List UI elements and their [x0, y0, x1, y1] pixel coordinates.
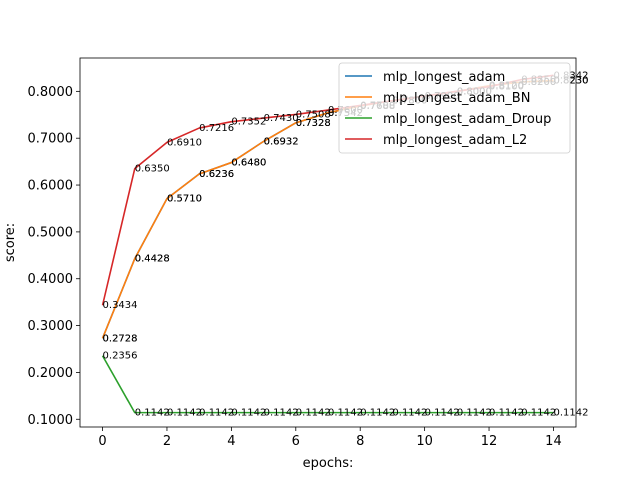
y-tick-label: 0.6000	[28, 179, 74, 194]
plot-frame	[79, 57, 577, 428]
data-label: 0.4428	[135, 254, 170, 265]
x-tick-label: 6	[292, 434, 300, 449]
x-tick-label: 0	[98, 434, 106, 449]
data-label: 0.6910	[167, 137, 202, 148]
data-label: 0.6480	[231, 158, 266, 169]
legend-label: mlp_longest_adam_L2	[383, 133, 527, 148]
data-label: 0.2356	[103, 351, 138, 362]
data-label: 0.7328	[296, 118, 331, 129]
x-tick-label: 4	[227, 434, 235, 449]
y-tick-label: 0.7000	[28, 132, 74, 147]
y-tick-label: 0.2000	[28, 366, 74, 381]
x-tick-label: 12	[481, 434, 498, 449]
data-label: 0.1142	[167, 408, 202, 419]
data-label: 0.6932	[264, 136, 299, 147]
data-label: 0.1142	[264, 408, 299, 419]
x-axis: 0 2 4 6 8 10 12 14	[98, 427, 562, 449]
data-label: 0.4428	[135, 254, 170, 265]
data-label: 0.6236	[199, 169, 234, 180]
data-label: 0.1142	[425, 408, 460, 419]
data-label: 0.1142	[521, 408, 556, 419]
data-label: 0.5710	[167, 194, 202, 205]
y-tick-label: 0.5000	[28, 225, 74, 240]
legend-box	[338, 62, 571, 154]
data-label: 0.1142	[392, 408, 427, 419]
data-label: 0.1142	[296, 408, 331, 419]
x-tick-label: 8	[356, 434, 364, 449]
x-axis-label: epochs:	[303, 456, 354, 471]
legend-label: mlp_longest_adam_BN	[383, 91, 530, 106]
series-line-3	[101, 355, 554, 414]
data-label: 0.1142	[231, 408, 266, 419]
y-tick-label: 0.3000	[28, 319, 74, 334]
data-label: 0.7216	[199, 123, 234, 134]
data-label: 0.6236	[199, 169, 234, 180]
data-label: 0.2728	[103, 333, 138, 344]
data-label: 0.1142	[360, 408, 395, 419]
data-label: 0.6480	[231, 158, 266, 169]
data-label: 0.8230	[553, 76, 588, 87]
data-label: 0.1142	[457, 408, 492, 419]
data-label: 0.7352	[231, 117, 266, 128]
legend: mlp_longest_adam mlp_longest_adam_BN mlp_l…	[338, 62, 571, 154]
data-label: 0.1142	[489, 408, 524, 419]
data-label: 0.7328	[296, 118, 331, 129]
y-tick-label: 0.8000	[28, 85, 74, 100]
data-label: 0.7430	[264, 113, 299, 124]
data-label: 0.6350	[135, 164, 170, 175]
x-tick-label: 2	[163, 434, 171, 449]
y-tick-label: 0.4000	[28, 272, 74, 287]
x-tick-label: 14	[545, 434, 562, 449]
data-label: 0.7508	[296, 109, 331, 120]
y-axis-label: score:	[3, 223, 18, 262]
data-label: 0.8342	[553, 70, 588, 81]
data-label: 0.2728	[103, 333, 138, 344]
data-label: 0.1142	[135, 408, 170, 419]
data-label: 0.1142	[328, 408, 363, 419]
y-tick-label: 0.1000	[28, 413, 74, 428]
data-label: 0.8230	[553, 76, 588, 87]
data-label: 0.1142	[199, 408, 234, 419]
data-label: 0.3434	[103, 300, 138, 311]
legend-label: mlp_longest_adam	[383, 70, 505, 85]
legend-label: mlp_longest_adam_Droup	[383, 112, 551, 127]
data-label: 0.1142	[553, 408, 588, 419]
data-label: 0.6932	[264, 136, 299, 147]
x-tick-label: 10	[416, 434, 433, 449]
data-label: 0.5710	[167, 194, 202, 205]
y-axis: 0.1000 0.2000 0.3000 0.4000 0.5000 0.6000 0.70…	[28, 85, 80, 428]
